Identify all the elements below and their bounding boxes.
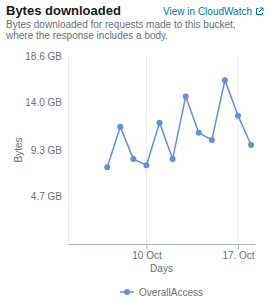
legend-label: OverallAccess: [139, 287, 203, 298]
external-icon-path: [257, 8, 264, 15]
data-point: [117, 124, 123, 130]
y-tick: 14.0 GB: [25, 97, 68, 108]
data-point: [183, 93, 189, 99]
y-tick: 18.6 GB: [25, 51, 68, 62]
x-tick-label: 10 Oct: [132, 250, 162, 261]
y-axis-title: Bytes: [13, 137, 24, 162]
x-tick: 17. Oct: [222, 244, 254, 261]
y-tick-label: 9.3 GB: [31, 145, 62, 156]
x-axis: 10 Oct 17. Oct: [69, 244, 256, 261]
link-text[interactable]: View in CloudWatch: [163, 6, 252, 17]
legend: OverallAccess: [120, 287, 203, 298]
x-axis-line: [69, 244, 256, 245]
data-point: [196, 130, 202, 136]
x-axis-title: Days: [150, 263, 173, 274]
y-tick-label: 4.7 GB: [31, 191, 62, 202]
legend-marker: [124, 289, 130, 295]
y-tick: 4.7 GB: [31, 191, 68, 202]
grid-line: [146, 56, 147, 244]
chart-title: Bytes downloaded: [6, 3, 121, 18]
chart-subtitle: Bytes downloaded for requests made to th…: [6, 19, 256, 41]
data-point: [170, 156, 176, 162]
external-icon[interactable]: [255, 7, 264, 16]
y-axis-line: [68, 57, 69, 245]
y-tick-label: 18.6 GB: [25, 51, 62, 62]
x-tick-mark: [238, 244, 239, 249]
x-tick: 10 Oct: [132, 244, 162, 261]
data-point: [104, 164, 110, 170]
data-point: [209, 137, 215, 143]
series-line: [107, 80, 251, 167]
data-point: [222, 77, 228, 83]
cloudwatch-link[interactable]: View in CloudWatch: [163, 6, 264, 17]
data-point: [157, 120, 163, 126]
data-point: [130, 156, 136, 162]
chart-svg: 4.7 GB 9.3 GB 14.0 GB 18.6 GB 10 Oct 17. Oct B…: [0, 0, 270, 300]
data-point: [248, 142, 254, 148]
legend-item: OverallAccess: [120, 287, 203, 298]
x-tick-label: 17. Oct: [222, 250, 254, 261]
y-axis: 4.7 GB 9.3 GB 14.0 GB 18.6 GB: [25, 51, 68, 245]
data-point: [143, 162, 149, 168]
y-tick-label: 14.0 GB: [25, 97, 62, 108]
y-tick: 9.3 GB: [31, 145, 68, 156]
x-tick-mark: [146, 244, 147, 249]
data-point: [235, 113, 241, 119]
plot-area: [104, 77, 254, 170]
grid-line: [238, 56, 239, 244]
